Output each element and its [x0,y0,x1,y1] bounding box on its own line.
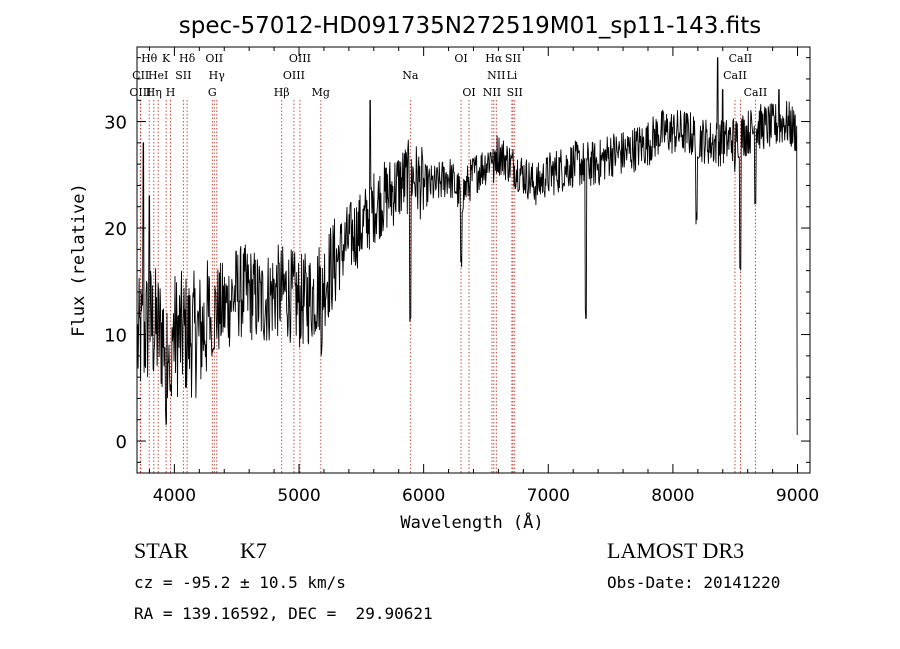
line-marker-label: H [166,86,176,99]
line-marker-label: Hβ [274,86,290,99]
x-tick-label: 6000 [402,486,445,506]
line-marker-label: OIII [129,86,151,99]
line-marker-label: K [162,52,171,65]
line-marker-label: SII [175,69,191,82]
y-axis: 0 10 20 30 [104,57,810,463]
x-tick-label: 9000 [776,486,819,506]
line-marker-label: OI [462,86,475,99]
line-marker-label: NII [483,86,501,99]
survey-name: LAMOST DR3 [607,538,745,563]
line-marker-label: CaII [729,52,753,65]
x-tick-label: 4000 [153,486,196,506]
line-marker-label: Hδ [179,52,196,65]
spectrum-series [137,57,798,436]
line-marker-label: Na [402,69,419,82]
line-marker-label: OII [205,52,223,65]
line-marker-label: G [208,86,217,99]
line-marker-label: OI [454,52,467,65]
x-tick-label: 7000 [527,486,570,506]
line-marker-label: Hγ [209,69,226,82]
object-subclass: K7 [240,538,267,563]
obs-date: Obs-Date: 20141220 [607,573,781,592]
redshift-value: cz = -95.2 ± 10.5 km/s [134,573,346,592]
line-marker-label: OIII [289,52,311,65]
y-tick-label: 20 [104,219,127,240]
line-marker-label: Mg [312,86,330,99]
y-tick-label: 0 [116,432,127,453]
x-axis-label: Wavelength (Å) [400,511,543,533]
coordinates: RA = 139.16592, DEC = 29.90621 [134,604,433,623]
x-tick-label: 8000 [651,486,694,506]
line-marker-label: SII [505,52,521,65]
line-marker-label: CaII [723,69,747,82]
y-tick-label: 10 [104,326,127,347]
object-class: STAR [134,538,189,563]
line-marker-label: CaII [744,86,768,99]
line-marker-label: Hη [146,86,162,99]
x-axis: 4000 5000 6000 7000 8000 9000 [148,47,819,506]
line-marker-label: CII [132,69,149,82]
line-marker-label: OIII [283,69,305,82]
line-marker-label: HeI [148,69,168,82]
line-marker-label: Li [506,69,517,82]
line-marker-label: NII [487,69,505,82]
line-marker-label: SII [507,86,523,99]
chart-title: spec-57012-HD091735N272519M01_sp11-143.f… [179,13,761,39]
line-marker-label: Hα [485,52,503,65]
x-tick-label: 5000 [277,486,320,506]
spectrum-line [137,57,798,436]
y-axis-label: Flux (relative) [69,183,89,337]
y-tick-label: 30 [104,113,127,134]
line-marker-label: Hθ [141,52,158,65]
